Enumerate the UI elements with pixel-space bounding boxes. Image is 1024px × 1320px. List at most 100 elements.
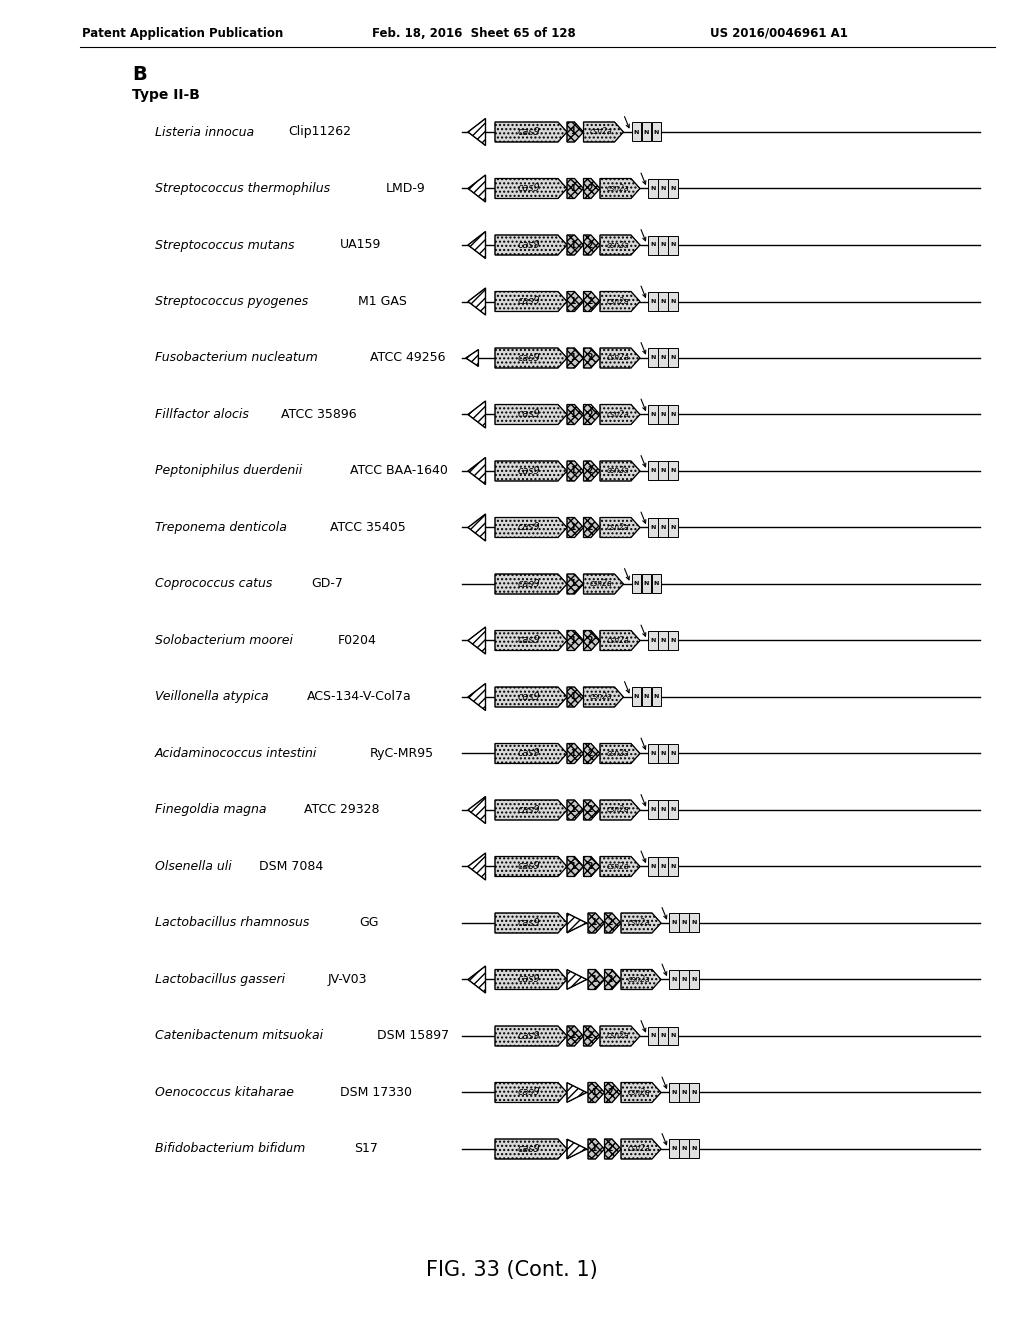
FancyBboxPatch shape [642, 123, 651, 141]
Text: M1 GAS: M1 GAS [358, 294, 407, 308]
FancyBboxPatch shape [642, 688, 651, 706]
Text: ACS-134-V-Col7a: ACS-134-V-Col7a [307, 690, 412, 704]
FancyBboxPatch shape [658, 517, 668, 537]
Text: 1: 1 [592, 919, 597, 928]
Polygon shape [495, 517, 567, 537]
Polygon shape [584, 1026, 600, 1045]
FancyBboxPatch shape [648, 180, 657, 198]
Polygon shape [468, 627, 485, 653]
Polygon shape [600, 800, 640, 820]
Text: 2: 2 [587, 636, 592, 645]
Text: Coprococcus catus: Coprococcus catus [155, 577, 276, 590]
Polygon shape [495, 178, 567, 198]
FancyBboxPatch shape [648, 857, 657, 876]
Text: Treponema denticola: Treponema denticola [155, 521, 291, 535]
Text: 1: 1 [570, 805, 575, 814]
Polygon shape [567, 574, 584, 594]
Text: Streptococcus mutans: Streptococcus mutans [155, 239, 299, 252]
FancyBboxPatch shape [669, 857, 678, 876]
Polygon shape [495, 686, 567, 708]
FancyBboxPatch shape [652, 688, 662, 706]
Text: Type II-B: Type II-B [132, 88, 200, 102]
FancyBboxPatch shape [658, 1027, 668, 1045]
FancyBboxPatch shape [658, 235, 668, 255]
FancyBboxPatch shape [679, 913, 689, 932]
Text: N: N [660, 525, 666, 531]
Text: Fusobacterium nucleatum: Fusobacterium nucleatum [155, 351, 322, 364]
Text: csn2a: csn2a [628, 1088, 650, 1097]
Text: cas9: cas9 [517, 297, 540, 306]
Polygon shape [584, 857, 600, 876]
Text: N: N [660, 808, 666, 813]
Text: N: N [650, 186, 655, 191]
Polygon shape [584, 800, 600, 820]
Text: Patent Application Publication: Patent Application Publication [82, 26, 284, 40]
FancyBboxPatch shape [648, 744, 657, 763]
Text: Acidaminococcus intestini: Acidaminococcus intestini [155, 747, 322, 760]
Text: N: N [653, 582, 659, 586]
Text: 1: 1 [592, 975, 597, 983]
FancyBboxPatch shape [669, 517, 678, 537]
Text: UA159: UA159 [340, 239, 382, 252]
Text: B: B [132, 65, 146, 84]
Text: N: N [653, 694, 659, 700]
Text: US 2016/0046961 A1: US 2016/0046961 A1 [710, 26, 848, 40]
FancyBboxPatch shape [648, 235, 657, 255]
Text: N: N [691, 920, 696, 925]
Text: Streptococcus pyogenes: Streptococcus pyogenes [155, 294, 312, 308]
Polygon shape [468, 513, 485, 541]
Text: N: N [650, 638, 655, 643]
Text: csn2a: csn2a [606, 636, 629, 645]
FancyBboxPatch shape [648, 800, 657, 820]
Polygon shape [468, 458, 485, 484]
FancyBboxPatch shape [658, 292, 668, 312]
Text: 1: 1 [570, 128, 575, 136]
Text: cas9: cas9 [517, 466, 540, 477]
Text: ATCC 35405: ATCC 35405 [331, 521, 407, 535]
Text: ATCC 49256: ATCC 49256 [370, 351, 445, 364]
Text: S17: S17 [354, 1143, 378, 1155]
Text: 1: 1 [570, 862, 575, 871]
Text: ATCC 29328: ATCC 29328 [304, 804, 380, 817]
Text: csn2a: csn2a [628, 975, 650, 983]
Text: N: N [660, 243, 666, 248]
Text: cas9: cas9 [517, 974, 540, 985]
Polygon shape [468, 966, 485, 993]
Text: csn2a: csn2a [606, 805, 629, 814]
Text: Clip11262: Clip11262 [288, 125, 351, 139]
Polygon shape [584, 574, 624, 594]
Text: N: N [672, 977, 677, 982]
Text: 1: 1 [570, 240, 575, 249]
Text: N: N [671, 469, 676, 474]
Polygon shape [600, 348, 640, 368]
FancyBboxPatch shape [669, 292, 678, 312]
Polygon shape [567, 235, 584, 255]
Text: csn2a: csn2a [628, 919, 650, 928]
Polygon shape [584, 292, 600, 312]
Text: N: N [671, 751, 676, 756]
Text: Streptococcus thermophilus: Streptococcus thermophilus [155, 182, 334, 195]
FancyBboxPatch shape [679, 970, 689, 989]
Polygon shape [584, 348, 600, 368]
Text: N: N [681, 1147, 687, 1151]
Polygon shape [600, 235, 640, 255]
Polygon shape [468, 119, 485, 145]
Text: N: N [681, 977, 687, 982]
Text: Lactobacillus rhamnosus: Lactobacillus rhamnosus [155, 916, 313, 929]
FancyBboxPatch shape [648, 348, 657, 367]
Text: cas9: cas9 [517, 748, 540, 759]
Polygon shape [588, 1082, 604, 1102]
Text: N: N [660, 638, 666, 643]
Text: 2: 2 [587, 748, 592, 758]
Text: csn2a: csn2a [606, 183, 629, 193]
Text: N: N [660, 355, 666, 360]
Polygon shape [621, 913, 662, 933]
Text: N: N [672, 920, 677, 925]
FancyBboxPatch shape [669, 1027, 678, 1045]
Polygon shape [600, 178, 640, 198]
Text: N: N [660, 469, 666, 474]
Text: FIG. 33 (Cont. 1): FIG. 33 (Cont. 1) [426, 1261, 598, 1280]
Polygon shape [604, 1139, 621, 1159]
Polygon shape [600, 857, 640, 876]
Polygon shape [567, 517, 584, 537]
